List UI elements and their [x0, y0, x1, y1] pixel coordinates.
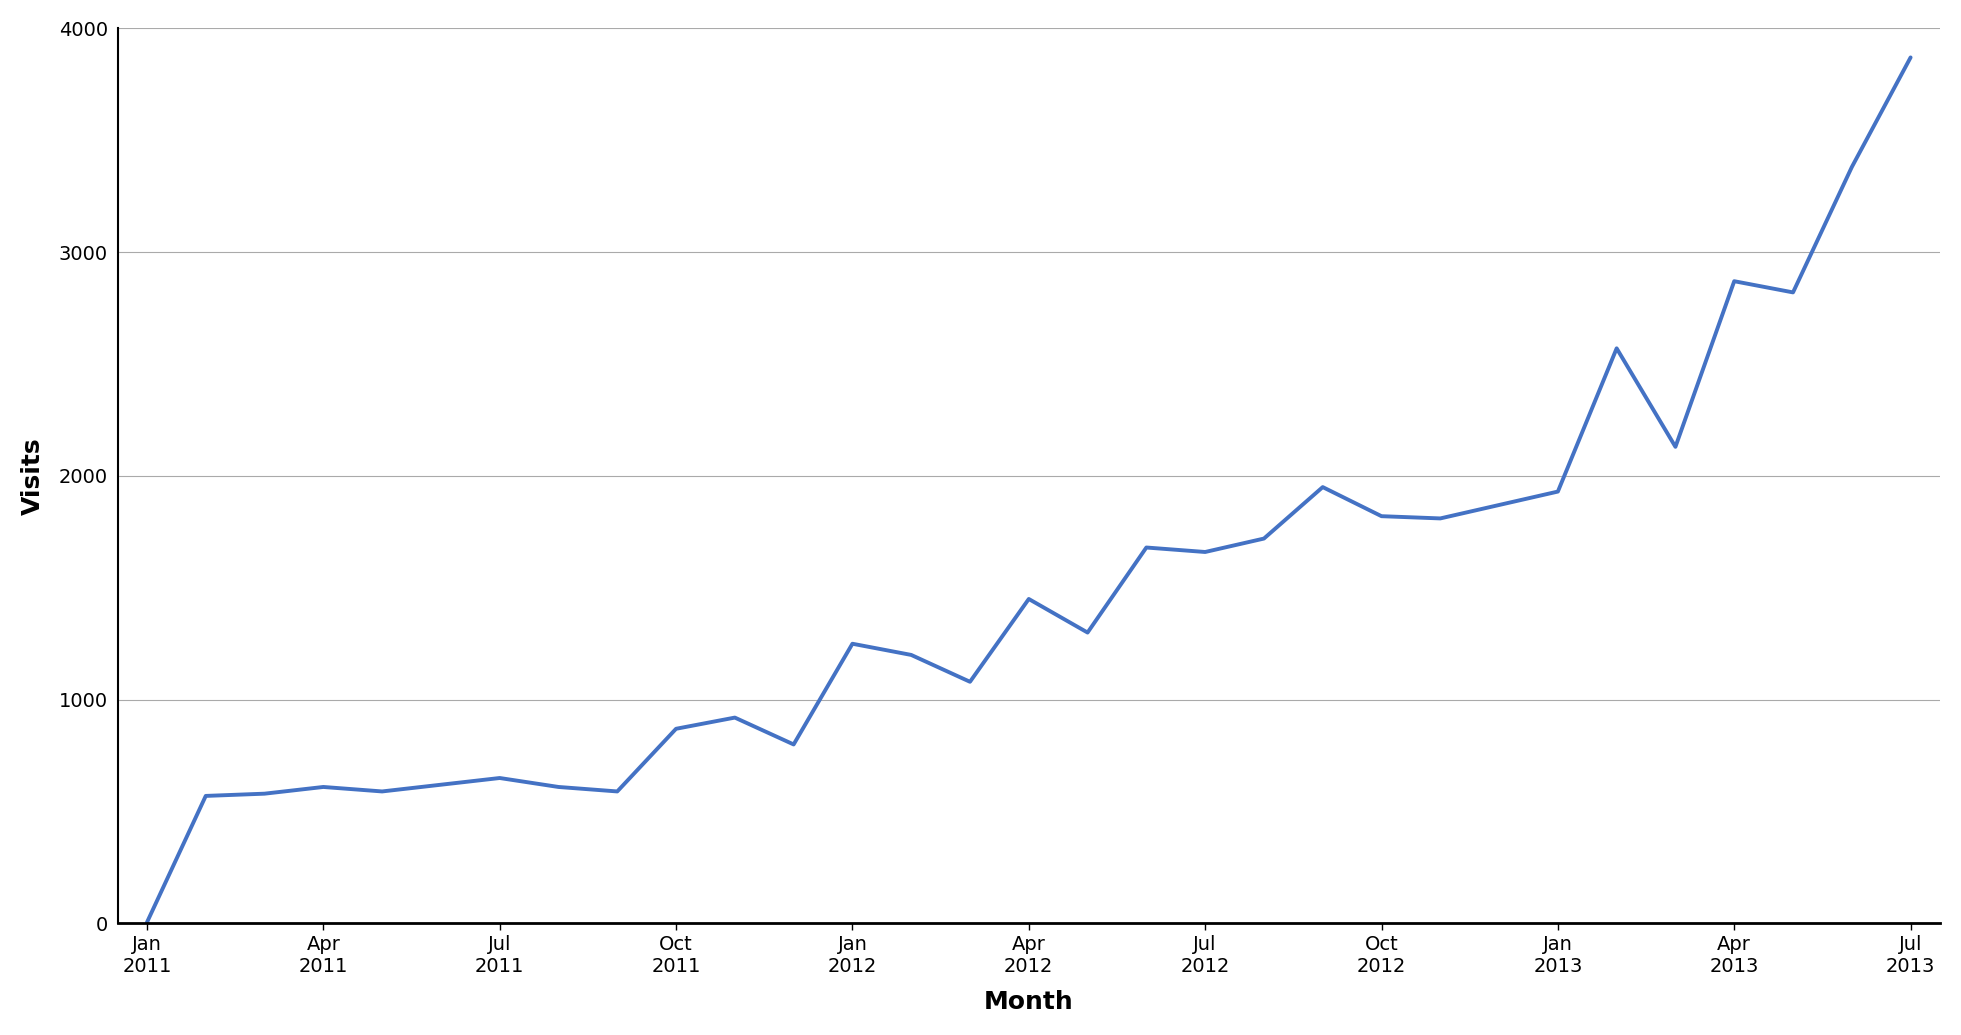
X-axis label: Month: Month — [984, 990, 1075, 1014]
Y-axis label: Visits: Visits — [22, 437, 45, 514]
